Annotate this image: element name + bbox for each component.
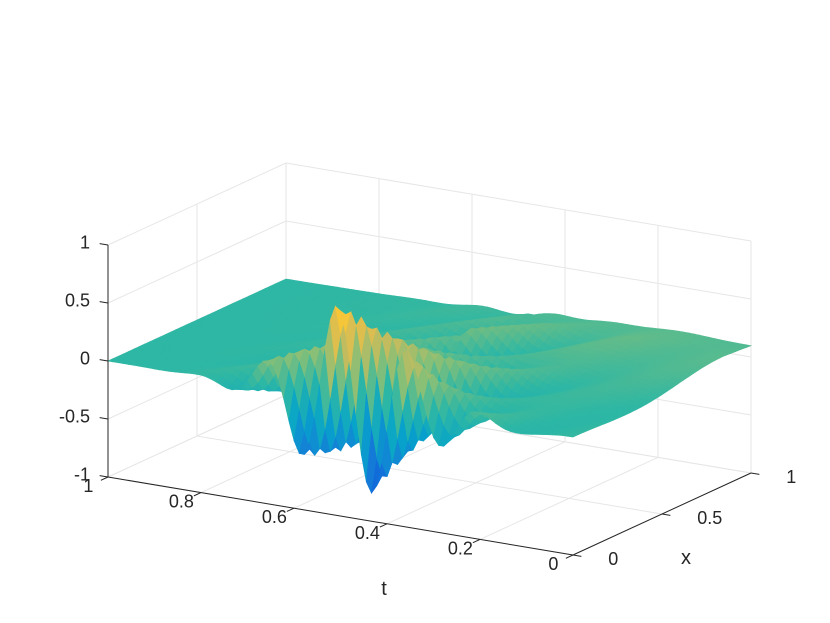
z-tick-mark (99, 243, 109, 246)
t-tick-label: 0.6 (262, 507, 287, 527)
z-tick-label: 1 (80, 233, 90, 253)
axis-lines (99, 243, 760, 559)
x-tick-label: 1 (786, 467, 796, 487)
x-tick-mark (661, 513, 671, 516)
x-tick-mark (750, 472, 760, 475)
z-tick-label: -1 (74, 465, 90, 485)
t-tick-mark (379, 523, 388, 528)
t-tick-mark (286, 507, 295, 512)
x-axis-label: x (681, 547, 691, 569)
z-tick-label: -0.5 (59, 407, 90, 427)
t-tick-label: 0.2 (448, 538, 473, 558)
surface-patch (566, 433, 580, 438)
t-tick-mark (472, 538, 481, 544)
z-tick-mark (99, 359, 109, 362)
t-tick-mark (565, 554, 574, 559)
surface-mesh (106, 278, 753, 495)
t-axis-line (107, 476, 574, 556)
t-tick-mark (193, 492, 202, 497)
x-tick-label: 0.5 (697, 508, 722, 528)
z-tick-mark (99, 475, 109, 478)
grid-line (196, 435, 663, 515)
t-tick-label: 0 (548, 554, 558, 574)
z-tick-mark (99, 417, 109, 420)
t-tick-label: 0.8 (169, 492, 194, 512)
z-tick-mark (99, 301, 109, 304)
t-tick-label: 1 (83, 476, 93, 496)
t-tick-label: 0.4 (355, 523, 380, 543)
z-tick-label: 0.5 (65, 291, 90, 311)
grid-line (285, 162, 752, 242)
grid-line (285, 220, 752, 300)
t-tick-mark (100, 476, 109, 481)
t-axis-label: t (381, 578, 387, 600)
z-tick-label: 0 (80, 349, 90, 369)
x-tick-mark (572, 554, 582, 557)
x-tick-label: 0 (608, 549, 618, 569)
